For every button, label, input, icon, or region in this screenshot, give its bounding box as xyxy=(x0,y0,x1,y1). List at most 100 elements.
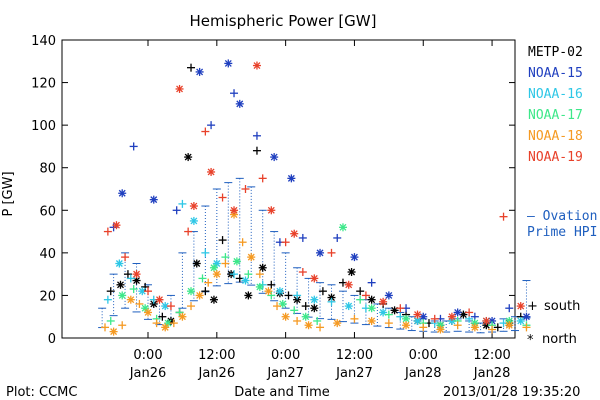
legend-item: NOAA-17 xyxy=(528,108,583,123)
noaa-18-point xyxy=(178,312,187,321)
noaa-19-point xyxy=(258,174,267,183)
noaa-18-point xyxy=(109,327,118,336)
noaa-16-point xyxy=(344,302,353,311)
noaa-15-point xyxy=(298,233,307,242)
metp-02-point xyxy=(318,287,327,296)
y-tick-label: 20 xyxy=(39,289,56,304)
noaa-17-point xyxy=(278,299,287,308)
metp-02-point xyxy=(347,268,356,277)
noaa-19-point xyxy=(499,212,508,221)
noaa-17-point xyxy=(290,306,299,315)
x-tick-label-date: Jan27 xyxy=(266,366,304,381)
noaa-18-point xyxy=(135,299,144,308)
noaa-18-point xyxy=(470,323,479,332)
metp-02-point xyxy=(192,259,201,268)
metp-02-point xyxy=(116,280,125,289)
noaa-18-point xyxy=(384,319,393,328)
metp-02-point xyxy=(106,287,115,296)
noaa-15-point xyxy=(522,312,531,321)
plot-credit: Plot: CCMC xyxy=(6,385,77,400)
noaa-17-point xyxy=(187,287,196,296)
noaa-19-point xyxy=(327,248,336,257)
noaa-17-point xyxy=(198,274,207,283)
legend-item: NOAA-16 xyxy=(528,87,583,102)
noaa-18-point xyxy=(505,321,514,330)
noaa-18-point xyxy=(333,319,342,328)
x-tick-label-time: 0:00 xyxy=(271,348,300,363)
x-tick-label-date: Jan28 xyxy=(404,366,442,381)
x-tick-label-time: 12:00 xyxy=(198,348,235,363)
metp-02-point xyxy=(367,295,376,304)
legend-item: METP-02 xyxy=(528,45,583,60)
noaa-19-point xyxy=(344,280,353,289)
noaa-16-point xyxy=(189,216,198,225)
noaa-16-point xyxy=(293,291,302,300)
noaa-18-point xyxy=(304,321,313,330)
metp-02-point xyxy=(301,302,310,311)
noaa-15-point xyxy=(195,67,204,76)
noaa-19-point xyxy=(465,308,474,317)
x-tick-label-date: Jan28 xyxy=(473,366,511,381)
noaa-19-point xyxy=(430,314,439,323)
noaa-15-point xyxy=(384,291,393,300)
noaa-15-point xyxy=(270,153,279,162)
x-tick-label-time: 12:00 xyxy=(336,348,373,363)
noaa-17-point xyxy=(267,291,276,300)
noaa-18-point xyxy=(402,321,411,330)
noaa-16-point xyxy=(275,287,284,296)
noaa-17-point xyxy=(209,263,218,272)
noaa-18-point xyxy=(204,278,213,287)
noaa-18-point xyxy=(436,325,445,334)
noaa-17-point xyxy=(118,291,127,300)
noaa-17-point xyxy=(384,310,393,319)
plot-timestamp: 2013/01/28 19:35:20 xyxy=(443,385,580,400)
noaa-17-point xyxy=(106,316,115,325)
noaa-16-point xyxy=(327,297,336,306)
legend: METP-02 NOAA-15 NOAA-16 NOAA-17 NOAA-18 NOAA-… xyxy=(527,45,597,348)
noaa-17-point xyxy=(244,270,253,279)
metp-02-point xyxy=(252,146,261,155)
noaa-17-point xyxy=(338,223,347,232)
metp-02-point xyxy=(356,287,365,296)
noaa-19-point xyxy=(447,312,456,321)
noaa-15-point xyxy=(149,195,158,204)
noaa-19-point xyxy=(189,202,198,211)
noaa-18-point xyxy=(293,316,302,325)
chart-title: Hemispheric Power [GW] xyxy=(190,12,377,30)
noaa-15-point xyxy=(287,174,296,183)
noaa-18-point xyxy=(118,321,127,330)
metp-02-point xyxy=(141,282,150,291)
noaa-19-point xyxy=(252,61,261,70)
noaa-19-point xyxy=(201,127,210,136)
noaa-18-point xyxy=(316,323,325,332)
noaa-17-point xyxy=(301,312,310,321)
noaa-19-point xyxy=(290,229,299,238)
noaa-19-point xyxy=(184,227,193,236)
x-tick-label-date: Jan27 xyxy=(335,366,373,381)
noaa-18-point xyxy=(273,302,282,311)
noaa-15-point xyxy=(230,89,239,98)
noaa-19-point xyxy=(241,185,250,193)
metp-02-point xyxy=(390,306,399,315)
noaa-19-point xyxy=(144,287,153,296)
noaa-19-point xyxy=(132,270,141,279)
y-tick-label: 60 xyxy=(39,204,56,219)
legend-item: NOAA-19 xyxy=(528,150,583,165)
y-tick-label: 80 xyxy=(39,162,56,177)
x-tick-label-date: Jan26 xyxy=(129,366,167,381)
noaa-19-point xyxy=(121,253,130,262)
noaa-16-point xyxy=(396,312,405,321)
noaa-18-point xyxy=(255,270,264,279)
noaa-16-point xyxy=(201,248,210,257)
y-tick-label: 100 xyxy=(31,119,56,134)
metp-02-point xyxy=(267,280,276,289)
noaa-18-point xyxy=(488,325,497,334)
noaa-18-point xyxy=(187,302,196,311)
metp-02-point xyxy=(493,323,502,332)
satellite-series xyxy=(101,59,531,336)
noaa-15-point xyxy=(333,233,342,242)
x-tick-label-time: 0:00 xyxy=(133,348,162,363)
noaa-19-point xyxy=(103,227,112,236)
